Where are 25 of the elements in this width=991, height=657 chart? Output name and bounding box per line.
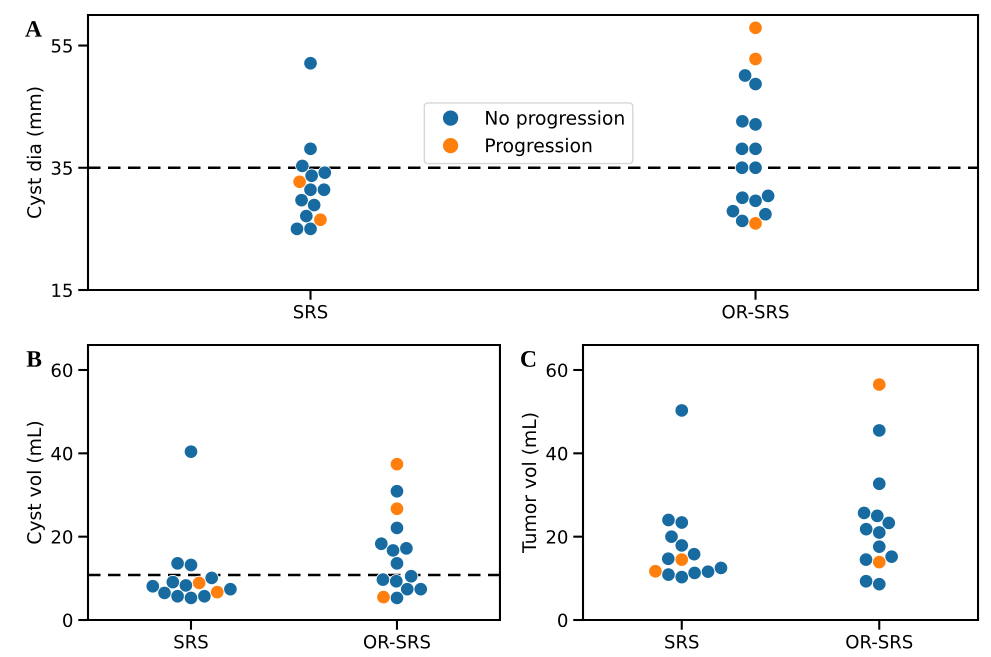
y-tick-label: 20: [546, 530, 568, 544]
chart-title: A: [25, 21, 42, 37]
chart-title: B: [26, 351, 42, 367]
y-tick-label: 40: [546, 446, 568, 460]
x-tick-label: SRS: [665, 634, 698, 649]
x-tick-label: SRS: [174, 634, 208, 649]
y-axis-title: Cyst dia (mm): [26, 88, 45, 218]
y-tick-label: 0: [63, 613, 72, 628]
y-axis-title: Cyst vol (mL): [26, 422, 45, 544]
x-tick-label: SRS: [294, 304, 328, 319]
x-tick-label: OR-SRS: [722, 304, 789, 319]
y-tick-label: 40: [51, 446, 72, 460]
x-tick-label: OR-SRS: [364, 634, 430, 649]
legend-label: No progression: [486, 110, 624, 129]
y-axis-title: Tumor vol (mL): [522, 414, 538, 554]
y-tick-label: 35: [52, 161, 72, 175]
y-tick-label: 60: [52, 363, 72, 378]
y-tick-label: 60: [546, 363, 568, 378]
y-tick-label: 55: [52, 39, 72, 53]
y-tick-label: 15: [52, 284, 72, 298]
y-tick-label: 20: [52, 530, 72, 544]
chart-title: C: [521, 351, 536, 367]
y-tick-label: 0: [558, 613, 568, 628]
x-tick-label: OR-SRS: [846, 634, 912, 649]
legend-label: Progression: [486, 138, 592, 156]
